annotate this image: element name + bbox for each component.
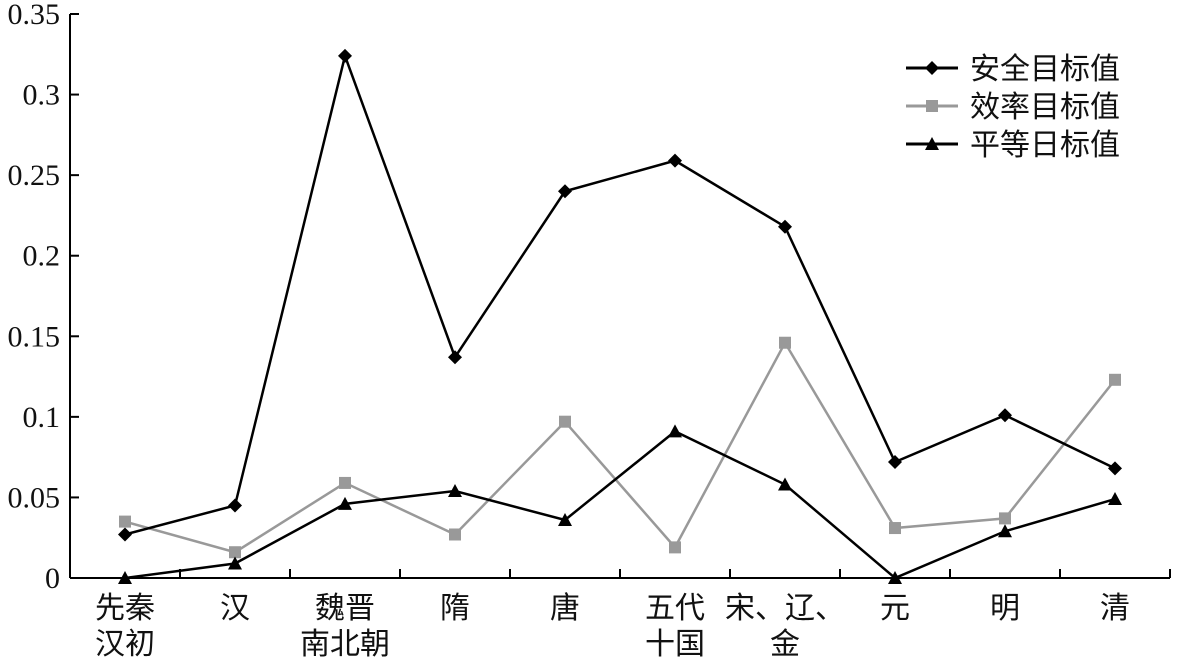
data-point <box>889 522 901 535</box>
data-point <box>669 541 681 554</box>
y-tick-label: 0 <box>45 562 60 595</box>
series-line <box>124 51 1116 536</box>
x-category-label: 唐 <box>550 591 580 626</box>
data-point <box>1109 373 1121 386</box>
series-diamond <box>118 48 1122 542</box>
legend-marker <box>925 61 939 75</box>
legend-item: 平等日标值 <box>906 128 1120 163</box>
data-point <box>888 454 902 469</box>
data-point <box>1108 492 1122 506</box>
x-category-label: 五代 <box>645 591 705 626</box>
y-tick-label: 0.35 <box>8 0 61 31</box>
y-axis-ticks: 0 0.05 0.1 0.15 0.2 0.25 0.3 0.35 <box>8 0 79 595</box>
data-point <box>668 153 682 168</box>
y-tick-label: 0.1 <box>23 401 61 434</box>
data-point <box>558 512 572 526</box>
x-category-label: 宋、辽、 <box>725 591 845 626</box>
data-point <box>338 48 352 63</box>
data-point <box>999 512 1011 525</box>
data-point <box>779 336 791 349</box>
data-point <box>229 546 241 559</box>
y-tick-label: 0.2 <box>23 240 61 273</box>
data-point <box>448 483 462 497</box>
data-point <box>998 524 1012 538</box>
series-line <box>124 429 1116 580</box>
data-point <box>778 219 792 234</box>
x-category-label: 魏晋 <box>315 591 375 626</box>
data-point <box>119 515 131 528</box>
y-tick-label: 0.3 <box>23 79 61 112</box>
data-point <box>448 350 462 365</box>
data-point <box>888 571 902 584</box>
series-group <box>118 48 1122 584</box>
legend-label: 安全目标值 <box>970 52 1120 87</box>
data-point <box>339 476 351 489</box>
legend-item: 效率目标值 <box>906 90 1120 125</box>
y-tick-label: 0.15 <box>8 320 61 353</box>
data-point <box>559 415 571 428</box>
data-point <box>1108 461 1122 476</box>
x-category-label: 南北朝 <box>300 627 390 662</box>
data-point <box>778 477 792 491</box>
x-category-label: 金 <box>770 627 800 662</box>
x-category-label: 十国 <box>645 627 705 662</box>
data-point <box>338 496 352 510</box>
data-point <box>668 424 682 438</box>
legend-item: 安全目标值 <box>906 52 1120 87</box>
data-point <box>118 527 132 542</box>
data-point <box>228 498 242 513</box>
series-square <box>119 336 1121 559</box>
series-triangle <box>118 424 1122 584</box>
series-line <box>124 340 1116 554</box>
x-category-label: 汉初 <box>95 627 155 662</box>
data-point <box>118 571 132 584</box>
legend-marker <box>926 100 938 112</box>
data-point <box>558 184 572 199</box>
legend-marker <box>925 137 939 150</box>
y-tick-label: 0.25 <box>8 159 61 192</box>
data-point <box>998 408 1012 423</box>
x-category-label: 元 <box>880 591 910 626</box>
x-category-label: 清 <box>1100 591 1130 626</box>
x-category-label: 隋 <box>440 591 470 626</box>
y-tick-label: 0.05 <box>8 481 61 514</box>
data-point <box>228 556 242 570</box>
x-category-label: 明 <box>990 591 1020 626</box>
x-category-label: 先秦 <box>95 591 155 626</box>
data-point <box>449 528 461 541</box>
legend-label: 平等日标值 <box>970 128 1120 163</box>
x-category-label: 汉 <box>220 591 250 626</box>
legend-label: 效率目标值 <box>970 90 1120 125</box>
